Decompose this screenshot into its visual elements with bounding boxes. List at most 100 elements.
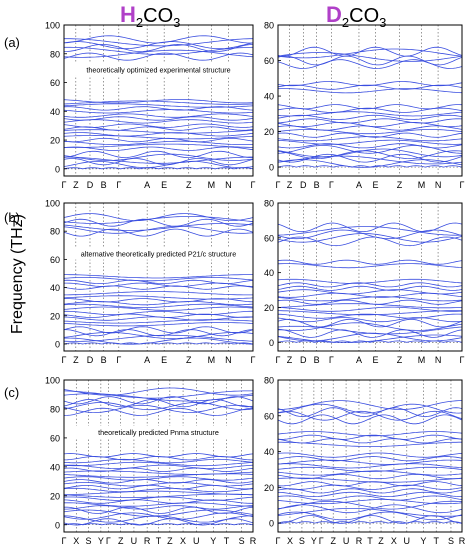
y-tick-label: 100 xyxy=(45,21,60,31)
phonon-branch xyxy=(277,310,462,316)
k-point-label: Z xyxy=(186,355,192,365)
k-point-label: U xyxy=(343,536,350,546)
phonon-branch xyxy=(63,407,254,416)
k-point-label: Y xyxy=(98,536,104,546)
phonon-branch xyxy=(277,132,463,138)
phonon-branch xyxy=(63,109,254,114)
phonon-branch xyxy=(277,88,463,94)
k-point-label: A xyxy=(144,355,150,365)
phonon-branch xyxy=(277,81,463,87)
phonon-branch xyxy=(277,118,463,124)
y-tick-label: 80 xyxy=(50,404,60,414)
k-point-label: R xyxy=(144,536,151,546)
phonon-branch xyxy=(277,456,463,462)
phonon-branch xyxy=(63,464,254,469)
k-point-label: A xyxy=(356,355,362,365)
phonon-branch xyxy=(63,160,254,169)
phonon-branch xyxy=(277,434,463,440)
phonon-branch xyxy=(63,49,254,58)
k-point-label: Γ xyxy=(460,355,465,365)
phonon-branch xyxy=(64,156,253,164)
phonon-branch xyxy=(277,325,463,335)
phonon-branch xyxy=(63,116,254,121)
phonon-branch xyxy=(277,139,463,145)
phonon-branch xyxy=(63,213,254,221)
panel-label-a: (a) xyxy=(4,35,20,50)
phonon-branch xyxy=(63,277,254,282)
phonon-branch xyxy=(277,459,463,465)
phonon-branch xyxy=(64,502,253,507)
phonon-branch xyxy=(277,521,463,524)
y-tick-label: 60 xyxy=(264,56,274,66)
k-point-label: E xyxy=(161,180,167,190)
phonon-branch xyxy=(63,458,254,464)
k-point-label: Γ xyxy=(116,355,121,365)
k-point-label: R xyxy=(250,536,257,546)
y-tick-label: 60 xyxy=(50,433,60,443)
y-tick-label: 60 xyxy=(264,411,274,421)
phonon-branch xyxy=(277,473,463,480)
panel-label-b: (b) xyxy=(4,210,20,225)
k-point-label: Γ xyxy=(251,355,256,365)
phonon-branch xyxy=(63,123,254,128)
k-point-label: U xyxy=(131,536,138,546)
phonon-branch xyxy=(63,479,254,484)
k-point-label: S xyxy=(86,536,92,546)
phonon-branch xyxy=(277,296,463,302)
phonon-branch xyxy=(278,441,462,447)
phonon-branch xyxy=(277,114,463,120)
phonon-branch xyxy=(277,122,463,127)
phonon-branch xyxy=(277,299,463,305)
k-point-label: Z xyxy=(186,180,192,190)
k-point-label: E xyxy=(161,355,167,365)
y-tick-label: 0 xyxy=(269,338,274,348)
phonon-branch xyxy=(63,285,254,290)
annotation-background xyxy=(70,426,247,439)
k-point-label: M xyxy=(418,355,426,365)
k-point-label: S xyxy=(239,536,245,546)
structure-annotation: theoretically optimized experimental str… xyxy=(86,65,230,74)
phonon-branch xyxy=(63,487,254,493)
k-point-label: X xyxy=(180,536,186,546)
k-point-label: D xyxy=(87,355,94,365)
k-point-label: Γ xyxy=(276,355,281,365)
k-point-label: Z xyxy=(167,536,173,546)
k-point-label: D xyxy=(300,355,307,365)
k-point-label: Γ xyxy=(251,180,256,190)
left-title-suffix: CO xyxy=(143,5,174,27)
phonon-branch xyxy=(277,407,463,418)
phonon-branch xyxy=(63,225,254,234)
panel-label-c: (c) xyxy=(4,385,20,400)
annotation-background xyxy=(70,63,247,76)
k-point-label: Γ xyxy=(106,536,111,546)
y-tick-label: 20 xyxy=(50,311,60,321)
k-point-label: Z xyxy=(378,536,384,546)
phonon-branch xyxy=(277,491,462,497)
phonon-branch xyxy=(277,463,463,469)
y-tick-label: 40 xyxy=(50,283,60,293)
phonon-branch xyxy=(63,401,254,411)
phonon-branch xyxy=(63,99,254,104)
phonon-branch xyxy=(64,505,253,510)
phonon-branch xyxy=(277,470,463,476)
phonon-branch xyxy=(63,143,253,148)
k-point-label: Z xyxy=(397,180,403,190)
phonon-branch xyxy=(277,313,463,319)
phonon-branch xyxy=(277,334,463,343)
phonon-branch xyxy=(63,140,254,145)
k-point-label: S xyxy=(299,536,305,546)
phonon-branch xyxy=(277,289,463,295)
phonon-branch xyxy=(277,52,463,62)
k-point-label: M xyxy=(208,180,216,190)
k-point-label: X xyxy=(73,536,79,546)
phonon-branch xyxy=(63,313,254,318)
phonon-branch xyxy=(63,228,254,237)
phonon-branch xyxy=(63,35,254,44)
phonon-branch xyxy=(277,499,463,505)
k-point-label: Γ xyxy=(62,180,67,190)
phonon-branch xyxy=(277,46,463,57)
k-point-label: Γ xyxy=(319,536,324,546)
k-point-label: T xyxy=(224,536,230,546)
phonon-branch xyxy=(63,461,254,467)
y-tick-label: 0 xyxy=(55,520,60,530)
